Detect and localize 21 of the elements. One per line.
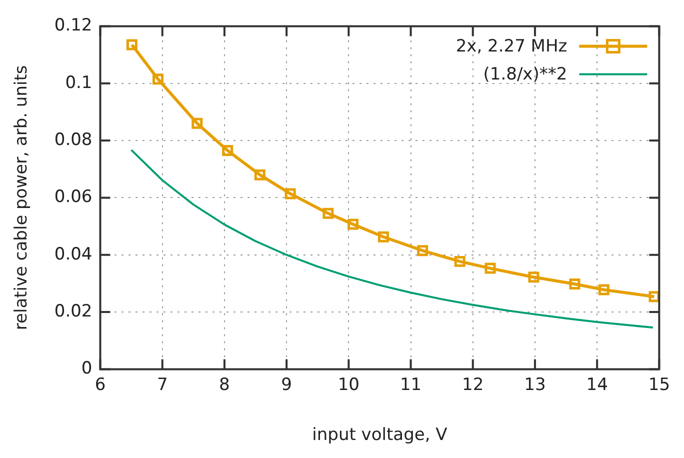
x-tick-label: 10 xyxy=(338,374,360,395)
y-tick-label: 0 xyxy=(81,358,92,379)
x-tick-label: 7 xyxy=(156,374,168,395)
x-tick-label: 11 xyxy=(400,374,422,395)
x-tick-label: 12 xyxy=(462,374,484,395)
x-tick-label: 6 xyxy=(94,374,106,395)
y-tick-label: 0.06 xyxy=(54,187,92,208)
x-axis-title: input voltage, V xyxy=(312,425,448,446)
legend-label: 2x, 2.27 MHz xyxy=(456,36,568,57)
y-tick-label: 0.04 xyxy=(54,244,92,264)
y-tick-label: 0.02 xyxy=(54,301,92,322)
x-tick-label: 9 xyxy=(281,374,292,395)
y-tick-label: 0.08 xyxy=(54,130,92,150)
y-tick-label: 0.12 xyxy=(54,16,92,36)
y-axis-title: relative cable power, arb. units xyxy=(12,65,32,330)
x-tick-label: 13 xyxy=(524,374,546,395)
y-tick-label: 0.1 xyxy=(65,72,92,93)
legend-label: (1.8/x)**2 xyxy=(483,64,568,85)
x-tick-label: 15 xyxy=(648,374,670,395)
x-tick-label: 14 xyxy=(586,374,608,395)
x-tick-label: 8 xyxy=(219,374,230,395)
